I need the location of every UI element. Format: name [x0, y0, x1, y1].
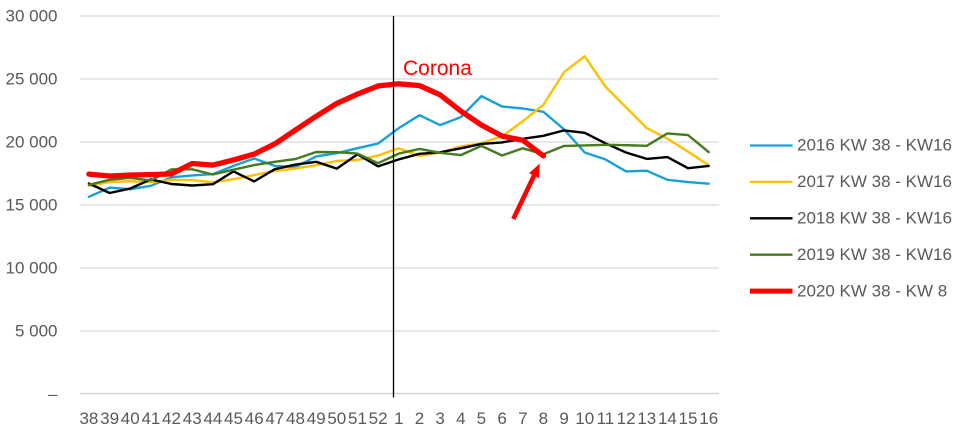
svg-text:46: 46	[245, 409, 264, 428]
svg-text:Corona: Corona	[403, 57, 472, 80]
svg-text:39: 39	[100, 409, 119, 428]
svg-text:2: 2	[415, 409, 424, 428]
svg-text:10 000: 10 000	[6, 258, 58, 277]
svg-text:40: 40	[121, 409, 140, 428]
svg-text:9: 9	[559, 409, 568, 428]
svg-text:3: 3	[435, 409, 444, 428]
svg-text:10: 10	[575, 409, 594, 428]
svg-text:13: 13	[637, 409, 656, 428]
svg-text:49: 49	[307, 409, 326, 428]
svg-text:12: 12	[617, 409, 636, 428]
svg-text:5: 5	[477, 409, 486, 428]
svg-text:11: 11	[597, 409, 615, 428]
svg-text:2017 KW 38 - KW16: 2017 KW 38 - KW16	[797, 172, 952, 191]
svg-text:45: 45	[224, 409, 243, 428]
svg-text:25 000: 25 000	[6, 69, 58, 88]
svg-text:6: 6	[497, 409, 506, 428]
svg-text:2020 KW 38 - KW 8: 2020 KW 38 - KW 8	[797, 281, 947, 300]
svg-text:47: 47	[265, 409, 284, 428]
svg-text:2019 KW 38 - KW16: 2019 KW 38 - KW16	[797, 245, 952, 264]
svg-text:50: 50	[327, 409, 346, 428]
svg-text:7: 7	[518, 409, 527, 428]
svg-text:–: –	[48, 384, 58, 403]
svg-text:38: 38	[79, 409, 98, 428]
svg-text:43: 43	[183, 409, 202, 428]
svg-text:5 000: 5 000	[15, 321, 58, 340]
svg-text:2016 KW 38 - KW16: 2016 KW 38 - KW16	[797, 136, 952, 155]
svg-text:8: 8	[539, 409, 548, 428]
svg-text:14: 14	[658, 409, 677, 428]
svg-text:15 000: 15 000	[6, 195, 58, 214]
svg-text:4: 4	[456, 409, 465, 428]
svg-text:42: 42	[162, 409, 181, 428]
svg-text:52: 52	[369, 409, 388, 428]
svg-text:20 000: 20 000	[6, 132, 58, 151]
svg-text:1: 1	[394, 409, 403, 428]
svg-text:15: 15	[679, 409, 698, 428]
svg-text:51: 51	[348, 409, 367, 428]
svg-text:16: 16	[699, 409, 718, 428]
svg-text:41: 41	[141, 409, 160, 428]
svg-text:2018 KW 38 - KW16: 2018 KW 38 - KW16	[797, 209, 952, 228]
svg-text:30 000: 30 000	[6, 6, 58, 25]
svg-text:44: 44	[203, 409, 222, 428]
svg-text:48: 48	[286, 409, 305, 428]
